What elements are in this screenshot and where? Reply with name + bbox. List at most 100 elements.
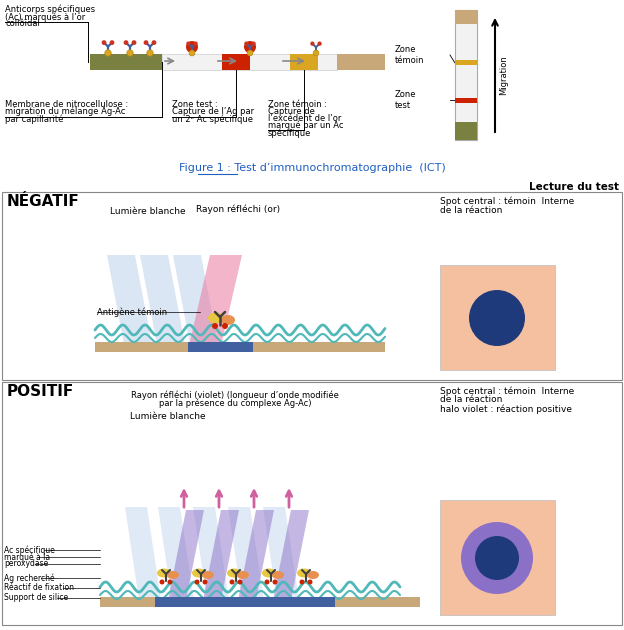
- Text: POSITIF: POSITIF: [7, 384, 74, 399]
- Text: Zone
test: Zone test: [395, 90, 416, 110]
- Circle shape: [244, 42, 248, 46]
- Text: Zone test :: Zone test :: [172, 100, 218, 109]
- Text: Antigène témoin: Antigène témoin: [97, 307, 167, 317]
- Circle shape: [152, 40, 157, 45]
- Polygon shape: [158, 507, 195, 607]
- Text: de la réaction: de la réaction: [440, 395, 502, 404]
- Circle shape: [469, 290, 525, 346]
- Ellipse shape: [157, 568, 171, 578]
- Circle shape: [147, 50, 154, 56]
- Text: Ag recherché: Ag recherché: [4, 573, 55, 583]
- Circle shape: [300, 580, 305, 585]
- Circle shape: [475, 536, 519, 580]
- Bar: [455, 98, 477, 103]
- Text: Support de silice: Support de silice: [4, 593, 68, 602]
- Bar: [162, 54, 337, 70]
- Text: Capture de l’Ag par: Capture de l’Ag par: [172, 107, 254, 116]
- Text: (Ac) marqués à l’or: (Ac) marqués à l’or: [5, 12, 85, 21]
- Ellipse shape: [208, 312, 224, 323]
- Text: par la présence du complexe Ag-Ac): par la présence du complexe Ag-Ac): [158, 399, 311, 408]
- Circle shape: [244, 41, 256, 53]
- Polygon shape: [238, 510, 274, 600]
- Circle shape: [132, 40, 137, 45]
- Circle shape: [251, 42, 256, 46]
- Circle shape: [313, 50, 319, 56]
- Circle shape: [105, 50, 111, 56]
- Polygon shape: [107, 255, 153, 350]
- Circle shape: [186, 41, 198, 53]
- Polygon shape: [125, 507, 162, 607]
- Polygon shape: [188, 255, 242, 350]
- Circle shape: [193, 42, 198, 46]
- Bar: [188, 342, 253, 352]
- Circle shape: [195, 580, 200, 585]
- Circle shape: [127, 50, 133, 56]
- Text: de la réaction: de la réaction: [440, 206, 502, 215]
- Text: l’excédent de l’or: l’excédent de l’or: [268, 114, 341, 123]
- Text: Rayon réfléchi (or): Rayon réfléchi (or): [196, 204, 280, 214]
- Circle shape: [102, 40, 107, 45]
- Circle shape: [110, 40, 114, 45]
- Text: Réactif de fixation: Réactif de fixation: [4, 583, 74, 592]
- Ellipse shape: [237, 571, 249, 579]
- Bar: [222, 54, 250, 70]
- Circle shape: [203, 580, 208, 585]
- Ellipse shape: [221, 315, 235, 325]
- Text: marqué par un Ac: marqué par un Ac: [268, 121, 343, 130]
- Circle shape: [308, 580, 313, 585]
- Polygon shape: [273, 510, 309, 600]
- Text: Lecture du test: Lecture du test: [529, 182, 619, 192]
- Bar: [455, 60, 477, 65]
- Circle shape: [461, 522, 533, 594]
- Bar: [455, 122, 477, 140]
- Circle shape: [265, 580, 270, 585]
- Text: Anticorps spécifiques: Anticorps spécifiques: [5, 5, 95, 14]
- Polygon shape: [140, 255, 186, 350]
- Polygon shape: [168, 510, 204, 600]
- Bar: [337, 54, 385, 70]
- Circle shape: [124, 40, 129, 45]
- Circle shape: [222, 323, 228, 329]
- Text: Spot central : témoin  Interne: Spot central : témoin Interne: [440, 386, 574, 396]
- Ellipse shape: [262, 568, 276, 578]
- Circle shape: [160, 580, 165, 585]
- Text: Zone
témoin: Zone témoin: [395, 45, 424, 65]
- Text: collôïdal: collôïdal: [5, 19, 40, 28]
- Text: marqué à la: marqué à la: [4, 553, 50, 562]
- Ellipse shape: [297, 568, 311, 578]
- Text: NÉGATIF: NÉGATIF: [7, 194, 80, 209]
- Text: peroxydase: peroxydase: [4, 559, 48, 568]
- Circle shape: [238, 580, 243, 585]
- Bar: [455, 10, 477, 24]
- Bar: [440, 265, 555, 370]
- Text: Zone témoin :: Zone témoin :: [268, 100, 327, 109]
- Bar: [455, 10, 477, 140]
- Circle shape: [167, 580, 172, 585]
- Text: Capture de: Capture de: [268, 107, 315, 116]
- Text: Lumière blanche: Lumière blanche: [130, 412, 206, 421]
- Circle shape: [247, 50, 253, 56]
- Ellipse shape: [192, 568, 206, 578]
- Text: par capillarité: par capillarité: [5, 114, 64, 123]
- Text: Rayon réfléchi (violet) (longueur d’onde modifiée: Rayon réfléchi (violet) (longueur d’onde…: [131, 390, 339, 399]
- Circle shape: [230, 580, 235, 585]
- Circle shape: [189, 50, 195, 56]
- Bar: [90, 54, 162, 70]
- Bar: [2, 192, 622, 380]
- Text: Spot central : témoin  Interne: Spot central : témoin Interne: [440, 196, 574, 205]
- Text: Lumière blanche: Lumière blanche: [110, 207, 185, 216]
- Polygon shape: [173, 255, 219, 350]
- Circle shape: [318, 42, 322, 46]
- Text: spécifique: spécifique: [268, 128, 311, 137]
- Ellipse shape: [167, 571, 179, 579]
- Ellipse shape: [307, 571, 319, 579]
- Polygon shape: [203, 510, 239, 600]
- Circle shape: [273, 580, 278, 585]
- Polygon shape: [193, 507, 230, 607]
- Ellipse shape: [202, 571, 214, 579]
- Text: Membrane de nitrocellulose :: Membrane de nitrocellulose :: [5, 100, 128, 109]
- Circle shape: [186, 42, 190, 46]
- Polygon shape: [228, 507, 265, 607]
- Text: un 2ᵉ Ac spécifique: un 2ᵉ Ac spécifique: [172, 114, 253, 123]
- Bar: [155, 597, 335, 607]
